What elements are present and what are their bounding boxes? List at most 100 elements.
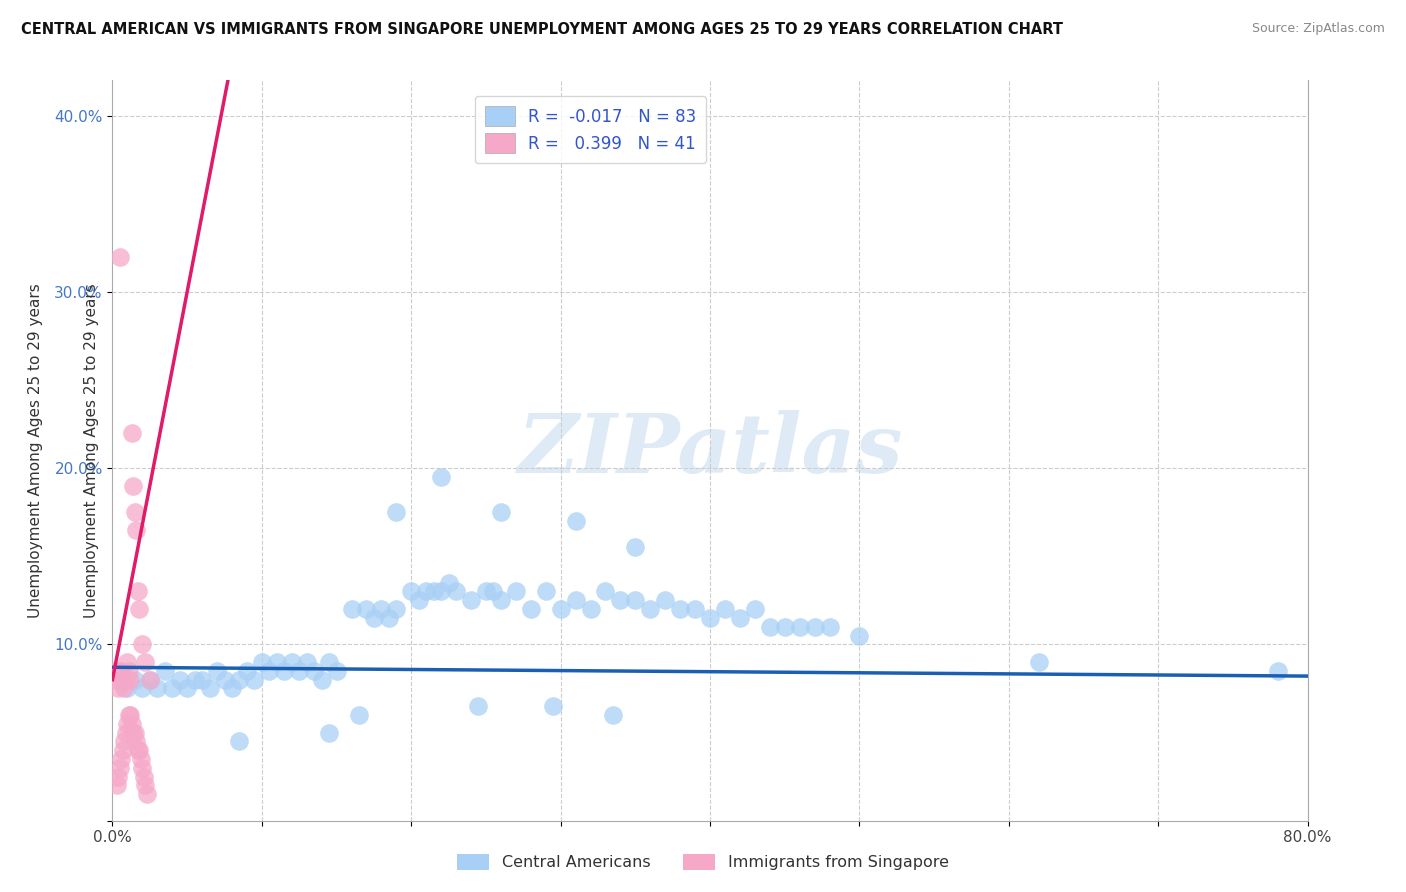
- Point: [139, 673, 162, 687]
- Point: [378, 611, 401, 625]
- Point: [437, 575, 460, 590]
- Point: [221, 681, 243, 696]
- Point: [127, 743, 149, 757]
- Point: [124, 673, 146, 687]
- Point: [132, 770, 155, 784]
- Point: [363, 611, 385, 625]
- Point: [107, 770, 129, 784]
- Point: [773, 620, 796, 634]
- Point: [120, 707, 142, 722]
- Point: [281, 655, 304, 669]
- Point: [318, 655, 340, 669]
- Point: [153, 664, 176, 678]
- Point: [848, 628, 870, 642]
- Point: [127, 584, 149, 599]
- Point: [624, 593, 647, 607]
- Point: [654, 593, 676, 607]
- Point: [467, 699, 489, 714]
- Point: [228, 734, 250, 748]
- Point: [266, 655, 288, 669]
- Point: [131, 761, 153, 775]
- Point: [818, 620, 841, 634]
- Point: [273, 664, 295, 678]
- Point: [1028, 655, 1050, 669]
- Point: [1267, 664, 1289, 678]
- Point: [385, 602, 408, 616]
- Point: [111, 673, 134, 687]
- Point: [134, 778, 156, 792]
- Point: [415, 584, 437, 599]
- Point: [505, 584, 527, 599]
- Point: [401, 584, 423, 599]
- Point: [460, 593, 482, 607]
- Point: [115, 673, 138, 687]
- Point: [430, 584, 453, 599]
- Point: [117, 681, 139, 696]
- Point: [198, 681, 221, 696]
- Y-axis label: Unemployment Among Ages 25 to 29 years: Unemployment Among Ages 25 to 29 years: [83, 283, 98, 618]
- Point: [250, 655, 273, 669]
- Point: [125, 523, 148, 537]
- Point: [129, 752, 152, 766]
- Point: [214, 673, 236, 687]
- Point: [117, 716, 139, 731]
- Point: [714, 602, 737, 616]
- Point: [595, 584, 617, 599]
- Legend: Central Americans, Immigrants from Singapore: Central Americans, Immigrants from Singa…: [451, 847, 955, 877]
- Point: [114, 681, 135, 696]
- Point: [259, 664, 281, 678]
- Point: [115, 725, 138, 739]
- Point: [205, 664, 228, 678]
- Point: [243, 673, 266, 687]
- Point: [169, 673, 191, 687]
- Text: ZIPatlas: ZIPatlas: [517, 410, 903, 491]
- Point: [564, 593, 586, 607]
- Point: [118, 664, 141, 678]
- Point: [640, 602, 662, 616]
- Point: [124, 725, 146, 739]
- Text: Source: ZipAtlas.com: Source: ZipAtlas.com: [1251, 22, 1385, 36]
- Point: [340, 602, 363, 616]
- Point: [302, 664, 325, 678]
- Point: [408, 593, 430, 607]
- Point: [422, 584, 444, 599]
- Point: [131, 637, 153, 651]
- Point: [541, 699, 564, 714]
- Point: [122, 479, 145, 493]
- Point: [104, 664, 127, 678]
- Point: [110, 752, 132, 766]
- Point: [602, 707, 624, 722]
- Point: [325, 664, 347, 678]
- Point: [430, 470, 453, 484]
- Point: [107, 681, 129, 696]
- Point: [385, 505, 408, 519]
- Point: [311, 673, 333, 687]
- Point: [114, 734, 135, 748]
- Point: [191, 673, 214, 687]
- Point: [134, 655, 156, 669]
- Point: [236, 664, 259, 678]
- Point: [534, 584, 557, 599]
- Point: [128, 602, 150, 616]
- Point: [111, 743, 134, 757]
- Point: [228, 673, 250, 687]
- Point: [699, 611, 721, 625]
- Point: [475, 584, 498, 599]
- Point: [135, 787, 157, 801]
- Point: [121, 716, 143, 731]
- Point: [108, 761, 131, 775]
- Point: [803, 620, 825, 634]
- Point: [108, 250, 131, 264]
- Point: [370, 602, 392, 616]
- Point: [759, 620, 782, 634]
- Point: [550, 602, 572, 616]
- Point: [121, 425, 143, 440]
- Point: [318, 725, 340, 739]
- Point: [444, 584, 467, 599]
- Point: [356, 602, 378, 616]
- Point: [131, 681, 153, 696]
- Point: [669, 602, 692, 616]
- Point: [139, 673, 162, 687]
- Point: [579, 602, 602, 616]
- Point: [108, 664, 131, 678]
